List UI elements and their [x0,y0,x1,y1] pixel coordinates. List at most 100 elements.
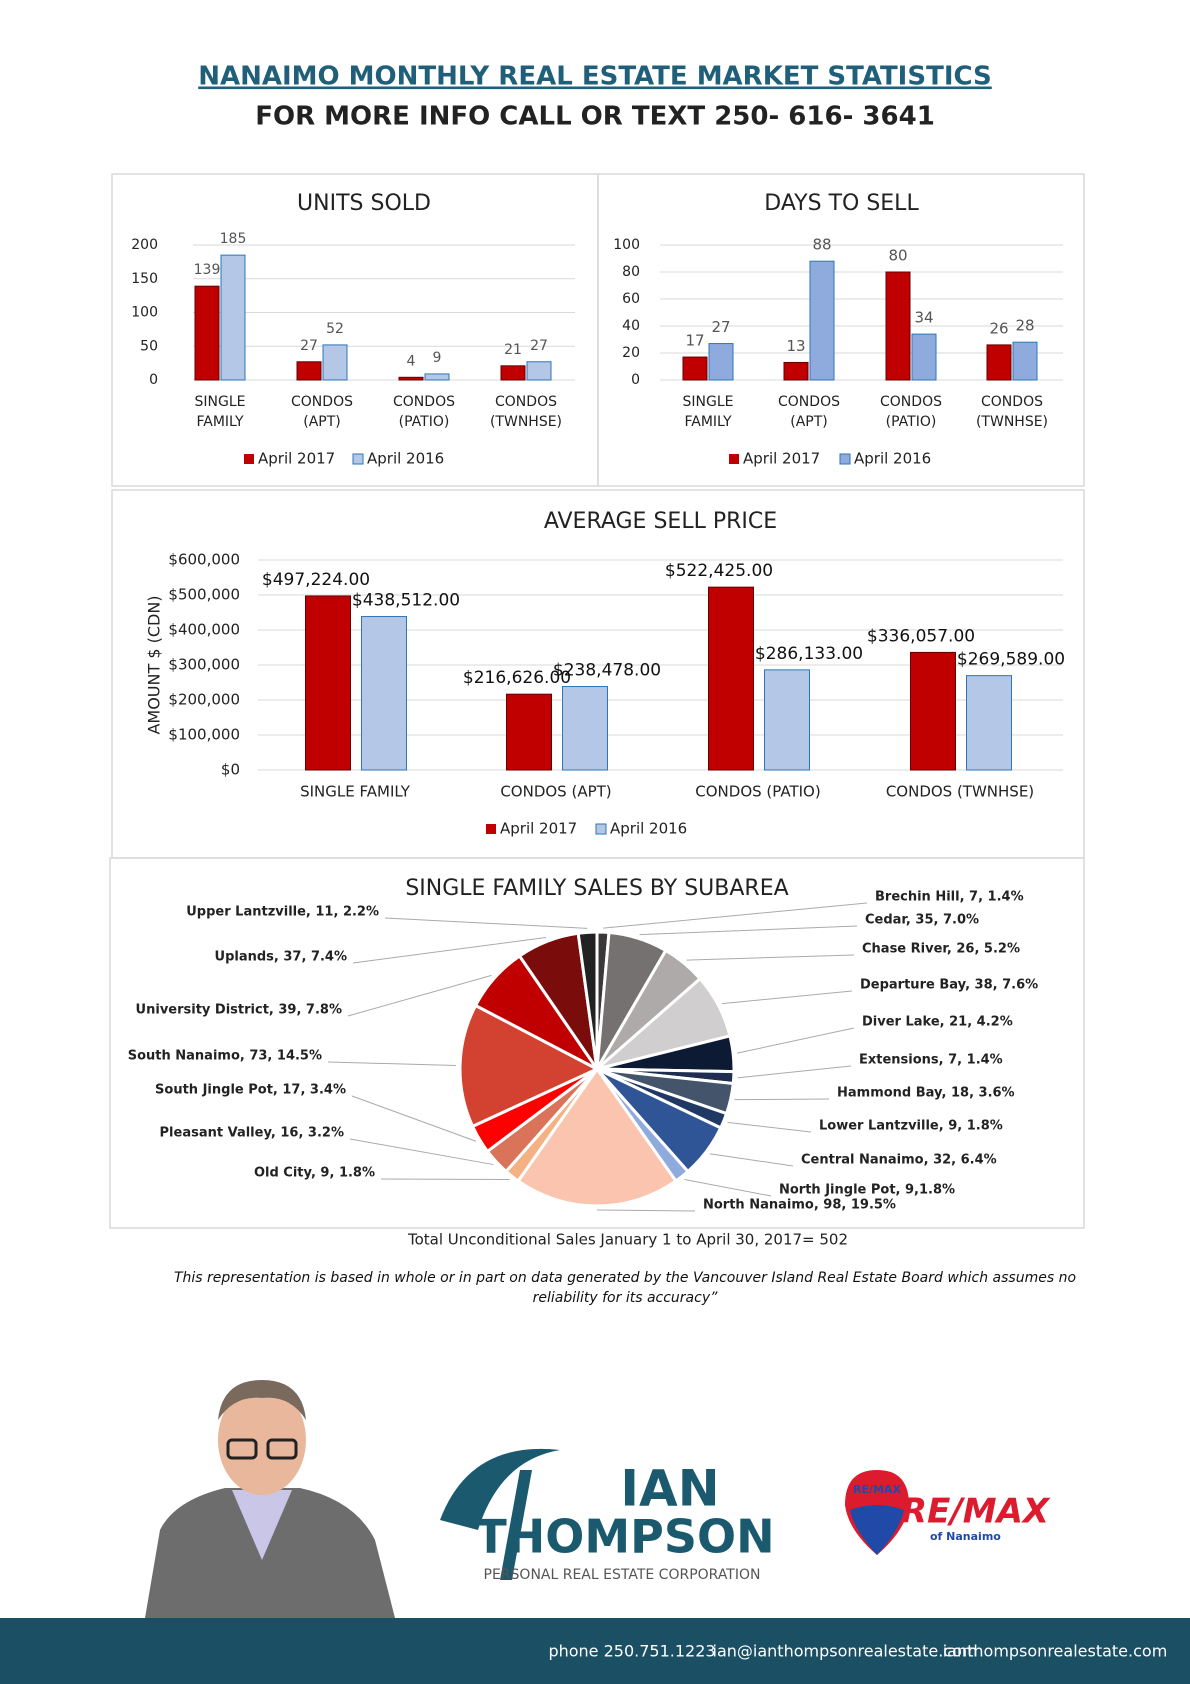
bar [424,373,450,381]
leader-line [737,1027,855,1054]
y-tick-label: 40 [622,318,640,334]
disclaimer: This representation is based in whole or… [173,1270,1077,1306]
data-label: 27 [711,318,730,336]
legend-label: April 2017 [500,820,577,838]
y-tick-label: 100 [613,237,640,253]
bar [361,616,407,771]
pie-label: Hammond Bay, 18, 3.6% [837,1086,1015,1101]
data-label: 17 [685,332,704,350]
x-tick-label: CONDOS (APT) [778,394,840,430]
bar [910,651,956,771]
pie-slice [458,1003,601,1129]
y-tick-label: $600,000 [168,551,240,569]
leader-line [347,974,492,1017]
x-tick-label: CONDOS (TWNHSE) [490,394,562,430]
pie-label: South Nanaimo, 73, 14.5% [128,1049,322,1064]
bar [506,693,552,771]
bar [764,669,810,771]
pie-label: Brechin Hill, 7, 1.4% [875,890,1024,905]
leader-line [721,990,853,1005]
bar [322,344,348,381]
y-tick-label: 150 [131,271,158,287]
bar [708,343,734,381]
x-tick-label: SINGLE FAMILY [300,783,411,801]
legend-swatch [595,823,607,835]
bar [682,356,708,381]
website: ianthompsonrealestate.com [943,1642,1168,1661]
remax-sub: of Nanaimo [930,1530,1001,1543]
y-tick-label: 60 [622,291,640,307]
y-tick-label: 0 [631,372,640,388]
pie-label: Chase River, 26, 5.2% [862,942,1020,957]
logo-figure [440,1448,560,1580]
balloon-text: RE/MAX [853,1483,901,1496]
legend-swatch [839,453,851,465]
bar [398,376,424,381]
footer-band [0,1618,1190,1684]
pie-label: Diver Lake, 21, 4.2% [862,1015,1013,1030]
chart-title: AVERAGE SELL PRICE [544,509,777,534]
data-label: 21 [504,342,522,358]
data-label: $216,626.00 [463,668,571,688]
data-label: 52 [326,321,344,337]
leader-line [686,954,855,961]
legend-swatch [244,454,254,464]
chart-title: SINGLE FAMILY SALES BY SUBAREA [405,876,788,901]
x-tick-label: CONDOS (APT) [500,783,611,801]
data-label: $238,478.00 [553,661,661,681]
x-tick-label: CONDOS (APT) [291,394,353,430]
y-tick-label: $0 [221,761,240,779]
pie-label: South Jingle Pot, 17, 3.4% [155,1083,346,1098]
brand-name-2: THOMPSON [475,1510,774,1564]
y-tick-label: $300,000 [168,656,240,674]
phone: phone 250.751.1223 [548,1642,715,1661]
legend-label: April 2016 [610,820,687,838]
pie-label: Extensions, 7, 1.4% [859,1053,1003,1068]
data-label: 26 [989,319,1008,337]
data-label: $336,057.00 [867,626,975,646]
y-tick-label: $200,000 [168,691,240,709]
y-tick-label: 0 [149,372,158,388]
panel-frames [109,173,1085,1229]
bar [1012,341,1038,381]
page-title: NANAIMO MONTHLY REAL ESTATE MARKET STATI… [198,62,992,92]
bar [305,595,351,771]
legend-swatch [352,453,364,465]
leader-line [737,1065,852,1079]
chart-title: DAYS TO SELL [764,191,919,216]
data-label: 185 [220,231,247,247]
x-tick-label: CONDOS (PATIO) [393,394,455,430]
y-tick-label: 50 [140,338,158,354]
leader-line [603,902,868,929]
data-label: 27 [530,338,548,354]
total-note: Total Unconditional Sales January 1 to A… [407,1231,848,1249]
leader-line [349,1138,494,1166]
y-tick-label: 200 [131,237,158,253]
data-label: $522,425.00 [665,561,773,581]
leader-line [384,917,588,929]
remax-logo: RE/MAX [901,1492,1051,1532]
bar [911,333,937,381]
bar [526,361,552,381]
data-label: 28 [1015,317,1034,335]
bar [220,254,246,381]
photo [145,1380,395,1618]
leader-line [327,1061,457,1066]
bar [966,675,1012,771]
data-label: $438,512.00 [352,591,460,611]
pie-slice [516,1066,678,1208]
x-tick-label: CONDOS (PATIO) [880,394,942,430]
pie-label: Pleasant Valley, 16, 3.2% [160,1126,344,1141]
pie-label: Uplands, 37, 7.4% [215,950,347,965]
data-label: 13 [786,337,805,355]
bar [986,344,1012,381]
leader-line [352,937,547,964]
data-label: $286,133.00 [755,644,863,664]
pie-label: Lower Lantzville, 9, 1.8% [819,1119,1003,1134]
leader-line [709,1153,794,1167]
y-tick-label: $500,000 [168,586,240,604]
bar [809,260,835,381]
data-label: 34 [914,309,933,327]
bar [783,361,809,381]
